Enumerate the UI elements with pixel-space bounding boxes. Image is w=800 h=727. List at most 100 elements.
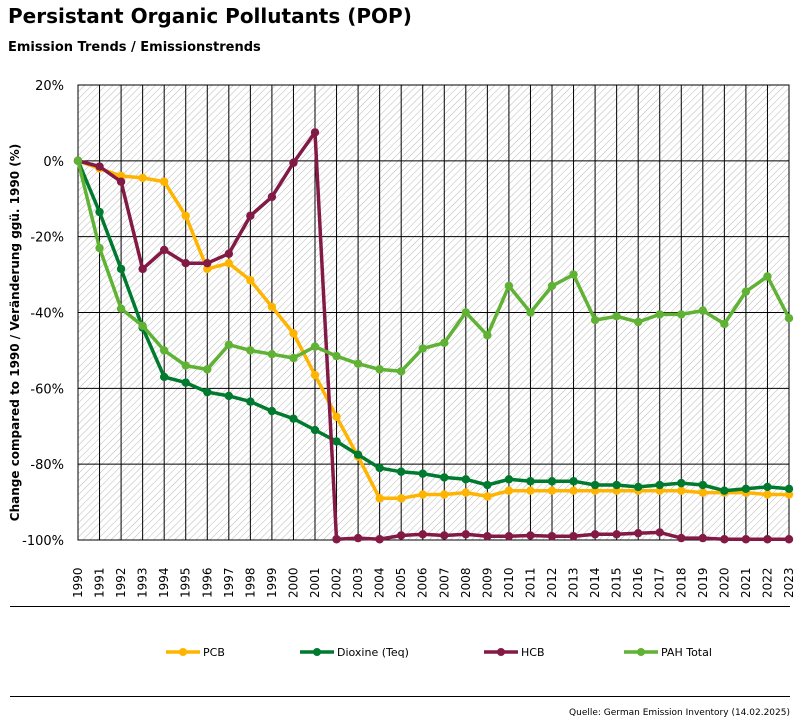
data-point-pcb (418, 490, 427, 499)
x-tick-label: 1990 (71, 567, 85, 598)
data-point-hcb (246, 211, 255, 221)
data-point-pah (677, 310, 686, 319)
data-point-pah (95, 243, 104, 253)
data-point-pah (741, 287, 751, 296)
data-point-pcb (138, 173, 147, 183)
data-point-dioxine (332, 437, 341, 446)
data-point-pah (181, 361, 190, 370)
x-tick-label: 2002 (330, 567, 344, 598)
data-point-pcb (440, 490, 449, 499)
data-point-dioxine (375, 463, 384, 473)
legend-swatch-marker (637, 648, 645, 656)
data-point-hcb (138, 264, 147, 274)
data-point-dioxine (440, 473, 449, 482)
x-tick-label: 2010 (502, 567, 516, 598)
data-point-hcb (224, 249, 234, 258)
data-point-hcb (612, 530, 621, 539)
data-point-hcb (289, 158, 298, 167)
legend-item-hcb[interactable]: HCB (484, 646, 545, 659)
x-tick-label: 2018 (674, 567, 688, 598)
series-line-pah (76, 160, 791, 374)
data-point-pah (698, 306, 708, 315)
data-point-hcb (633, 528, 643, 538)
data-point-hcb (677, 533, 686, 543)
legend-label: PAH Total (661, 646, 712, 659)
data-point-dioxine (116, 264, 126, 274)
data-point-pah (569, 270, 578, 279)
data-point-hcb (95, 162, 104, 171)
data-point-dioxine (267, 406, 277, 416)
data-point-pcb (246, 276, 255, 285)
data-point-dioxine (633, 482, 643, 492)
legend-item-dioxine[interactable]: Dioxine (Teq) (300, 646, 409, 659)
data-point-dioxine (461, 475, 471, 484)
data-point-pah (246, 346, 255, 355)
legend-item-pah[interactable]: PAH Total (624, 646, 712, 659)
data-point-pcb (289, 329, 298, 338)
x-tick-label: 1996 (200, 567, 214, 598)
legend-label: PCB (203, 646, 225, 659)
data-point-dioxine (310, 425, 320, 435)
legend-item-pcb[interactable]: PCB (166, 646, 225, 659)
data-point-hcb (353, 533, 363, 543)
data-point-hcb (332, 535, 341, 544)
data-point-hcb (590, 530, 600, 539)
y-tick-label: -100% (22, 534, 64, 549)
data-point-pah (784, 313, 794, 323)
data-point-pah (612, 312, 621, 321)
data-point-hcb (547, 532, 557, 541)
data-point-pah (116, 304, 126, 313)
data-point-pcb (483, 492, 492, 501)
data-point-pcb (267, 302, 277, 312)
x-tick-label: 2001 (308, 567, 322, 598)
legend-swatch-marker (179, 648, 187, 656)
series-pah (73, 156, 794, 376)
data-point-pah (396, 367, 406, 376)
data-point-dioxine (763, 482, 772, 492)
data-point-dioxine (741, 484, 751, 494)
y-tick-label: -20% (30, 231, 64, 246)
data-point-pcb (461, 488, 471, 497)
data-point-pcb (504, 486, 514, 495)
y-tick-label: -40% (30, 307, 64, 322)
data-point-pcb (547, 486, 557, 495)
data-point-pah (547, 281, 557, 291)
x-tick-label: 1993 (136, 567, 150, 598)
y-tick-label: 0% (43, 155, 64, 170)
data-point-hcb (203, 259, 212, 268)
legend[interactable]: PCB Dioxine (Teq) HCB PAH Total (166, 646, 712, 659)
y-axis-label: Change compared to 1990 / Veränderung gg… (8, 144, 22, 521)
x-tick-label: 2013 (567, 567, 581, 598)
data-point-dioxine (159, 372, 169, 382)
x-tick-label: 2019 (696, 567, 710, 598)
x-tick-label: 2016 (631, 567, 645, 598)
y-tick-label: -60% (30, 382, 64, 397)
data-point-hcb (698, 533, 708, 543)
data-point-hcb (720, 535, 729, 544)
data-point-dioxine (655, 480, 664, 490)
series-line-dioxine (76, 160, 790, 493)
data-point-pah (159, 346, 169, 355)
y-tick-label: -80% (30, 458, 64, 473)
data-point-dioxine (677, 478, 686, 488)
data-point-dioxine (504, 475, 514, 484)
data-point-dioxine (784, 484, 794, 494)
data-point-hcb (181, 259, 190, 268)
divider-top (10, 606, 790, 607)
data-point-hcb (655, 528, 664, 537)
data-point-pah (504, 281, 514, 291)
data-point-dioxine (590, 480, 600, 490)
data-point-pah (203, 365, 212, 374)
data-point-pcb (396, 494, 406, 503)
data-point-hcb (461, 530, 471, 539)
data-point-pah (461, 308, 471, 317)
data-point-pah (267, 350, 277, 359)
data-point-pcb (181, 211, 190, 221)
x-tick-label: 2008 (459, 567, 473, 598)
data-point-pcb (159, 177, 169, 186)
data-point-pcb (677, 486, 686, 495)
series-lines (73, 128, 794, 544)
data-point-pah (590, 315, 600, 325)
data-point-pah (763, 272, 772, 281)
